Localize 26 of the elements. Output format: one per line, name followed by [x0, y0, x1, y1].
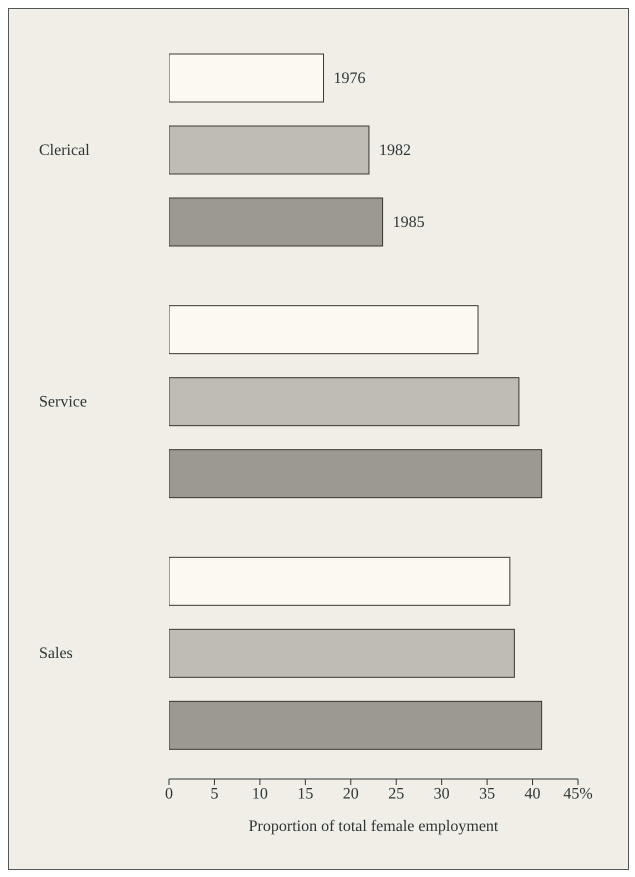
- y-tick-label: Sales: [39, 645, 73, 662]
- x-axis-title: Proportion of total female employment: [248, 818, 499, 835]
- series-label: 1982: [378, 142, 411, 159]
- x-tick-label: 10: [252, 785, 268, 802]
- bar: [169, 556, 510, 606]
- x-tick-label: 40: [524, 785, 541, 802]
- bar: [169, 305, 479, 354]
- x-tick-label: 5: [210, 785, 218, 802]
- series-label: 1976: [334, 70, 366, 87]
- bar: [169, 628, 515, 678]
- bar: [169, 449, 542, 498]
- x-tick-label: 35: [479, 785, 496, 802]
- bar: [169, 700, 542, 750]
- x-tick-label: 25: [388, 785, 404, 802]
- x-tick-label: 30: [434, 785, 450, 802]
- y-tick-label: Service: [39, 394, 87, 410]
- x-tick-label: 15: [297, 785, 314, 802]
- x-tick-label: 20: [342, 785, 359, 802]
- bar: [169, 126, 370, 174]
- series-label: 1985: [392, 214, 425, 231]
- bar: [169, 54, 324, 102]
- x-tick-label: 45%: [563, 785, 593, 802]
- bar: [169, 198, 384, 246]
- bar: [169, 377, 520, 426]
- x-tick-label: 0: [165, 785, 173, 802]
- y-tick-label: Clerical: [39, 142, 90, 159]
